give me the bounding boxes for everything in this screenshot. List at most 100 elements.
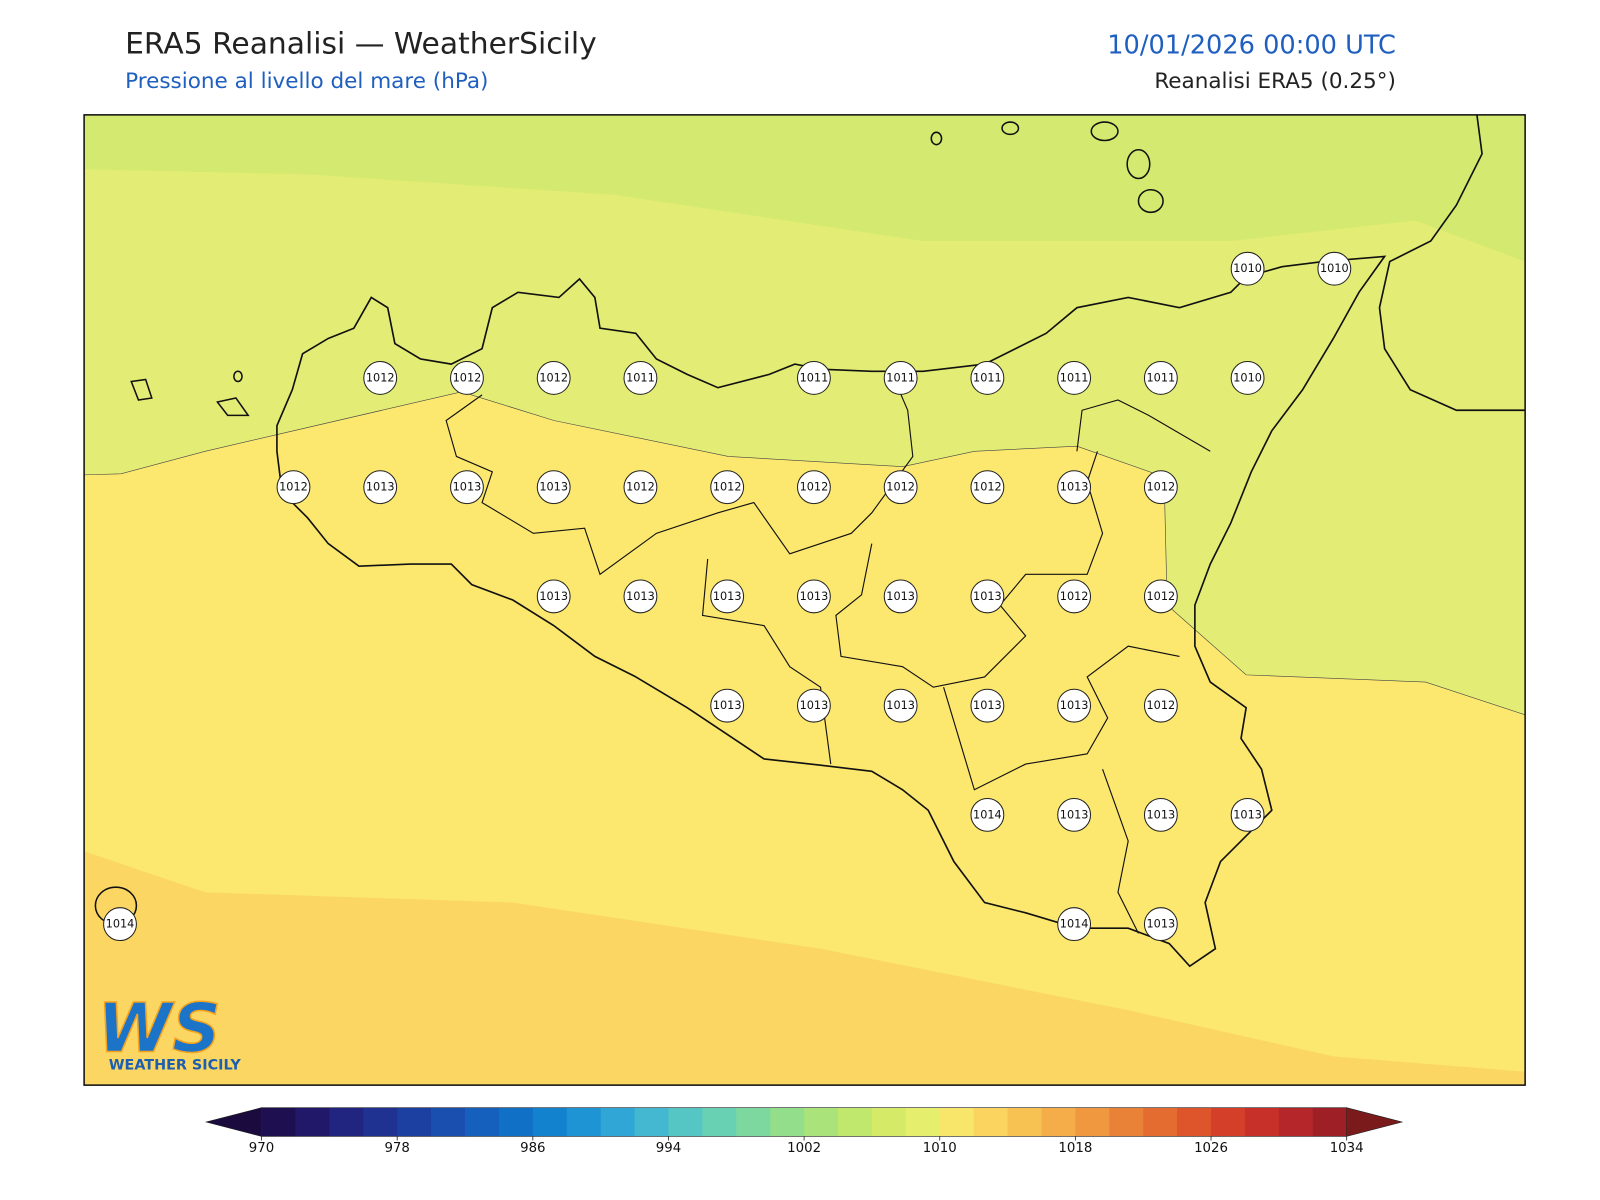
colorbar-tick-label: 978: [384, 1141, 409, 1156]
pressure-label: 1012: [886, 481, 915, 494]
label-marker: [970, 579, 1005, 614]
label-marker: [796, 688, 831, 723]
pressure-label: 1011: [1147, 371, 1176, 384]
colorbar-segment: [1109, 1107, 1144, 1137]
colorbar-segment: [1007, 1107, 1042, 1137]
pressure-label: 1012: [973, 481, 1002, 494]
label-marker: [1057, 688, 1092, 723]
colorbar-segment: [532, 1107, 568, 1137]
label-marker: [1317, 251, 1352, 286]
colorbar-segment: [566, 1107, 602, 1137]
colorbar-segment: [397, 1107, 432, 1137]
label-marker: [1057, 579, 1092, 614]
label-marker: [1143, 907, 1178, 942]
pressure-label: 1012: [713, 481, 742, 494]
colorbar-tick-label: 1034: [1330, 1141, 1364, 1156]
pressure-label: 1011: [886, 371, 915, 384]
colorbar-segment: [804, 1107, 839, 1137]
pressure-label: 1012: [539, 371, 568, 384]
colorbar-segment: [838, 1107, 873, 1137]
colorbar-segment: [261, 1107, 296, 1137]
label-marker: [710, 579, 745, 614]
coastline: [1378, 114, 1526, 412]
colorbar-segment: [770, 1107, 805, 1137]
label-marker: [883, 470, 918, 505]
pressure-label: 1014: [1060, 918, 1089, 931]
pressure-label: 1011: [973, 371, 1002, 384]
colorbar-segment: [1244, 1107, 1280, 1137]
colorbar-segment: [329, 1107, 364, 1137]
label-marker: [1230, 251, 1265, 286]
islands: [94, 121, 1164, 925]
pressure-label: 1013: [1060, 481, 1089, 494]
pressure-labels: 1010 1010 1012 1012 1012 1011 1011 1011 1011 1011…: [103, 251, 1352, 942]
pressure-label: 1013: [1147, 808, 1176, 821]
pressure-label: 1012: [1147, 590, 1176, 603]
pressure-label: 1011: [800, 371, 829, 384]
label-marker: [1143, 470, 1178, 505]
colorbar-segment: [1312, 1107, 1348, 1137]
pressure-label: 1013: [453, 481, 482, 494]
colorbar-segment: [498, 1107, 534, 1137]
pressure-label: 1010: [1320, 262, 1349, 275]
colorbar-segment: [905, 1107, 941, 1137]
label-marker: [970, 361, 1005, 395]
colorbar-segment: [363, 1107, 398, 1137]
pressure-label: 1013: [1147, 918, 1176, 931]
label-marker: [536, 579, 571, 614]
label-marker: [363, 361, 398, 395]
pressure-label: 1013: [886, 590, 915, 603]
label-marker: [710, 470, 745, 505]
label-marker: [1057, 797, 1092, 832]
label-marker: [1143, 688, 1178, 723]
label-marker: [450, 470, 484, 505]
colorbar-tick-label: 986: [520, 1141, 545, 1156]
province-boundary: [445, 374, 1211, 934]
pressure-label: 1013: [539, 590, 568, 603]
map-frame: [83, 114, 1526, 1086]
pressure-label: 1011: [626, 371, 655, 384]
label-marker: [796, 361, 831, 395]
label-marker: [450, 361, 484, 395]
colorbar-segment: [736, 1107, 771, 1137]
pressure-label: 1013: [713, 590, 742, 603]
pressure-label: 1011: [1060, 371, 1089, 384]
colorbar: 970 978 986 994 1002 1010 1018 1026 1034: [204, 1107, 1404, 1156]
colorbar-segment: [973, 1107, 1009, 1137]
label-marker: [536, 470, 571, 505]
label-marker: [1057, 361, 1092, 395]
pressure-label: 1013: [539, 481, 568, 494]
pressure-label: 1012: [1060, 590, 1089, 603]
colorbar-segment: [600, 1107, 636, 1137]
label-marker: [1143, 579, 1178, 614]
label-marker: [103, 907, 137, 942]
label-marker: [796, 470, 831, 505]
pressure-label: 1012: [279, 481, 308, 494]
pressure-label: 1013: [800, 590, 829, 603]
colorbar-segment: [1211, 1107, 1246, 1137]
map-subtitle: Pressione al livello del mare (hPa): [125, 69, 488, 94]
colorbar-segment: [1177, 1107, 1212, 1137]
colorbar-tick-label: 1026: [1194, 1141, 1228, 1156]
label-marker: [536, 361, 571, 395]
colorbar-segment: [871, 1107, 907, 1137]
pressure-label: 1013: [1060, 808, 1089, 821]
colorbar-segment: [431, 1107, 466, 1137]
pressure-label: 1013: [1233, 808, 1262, 821]
label-marker: [970, 688, 1005, 723]
label-marker: [623, 361, 658, 395]
pressure-label: 1012: [1147, 481, 1176, 494]
label-marker: [1230, 797, 1265, 832]
pressure-label: 1013: [973, 590, 1002, 603]
label-marker: [1143, 361, 1178, 395]
label-marker: [883, 688, 918, 723]
pressure-label: 1013: [973, 699, 1002, 712]
label-marker: [883, 579, 918, 614]
pressure-label: 1013: [626, 590, 655, 603]
colorbar-segment: [465, 1107, 500, 1137]
colorbar-segment: [1041, 1107, 1076, 1137]
coastline: [276, 255, 1387, 968]
label-marker: [970, 470, 1005, 505]
label-marker: [1057, 907, 1092, 942]
colorbar-tick-label: 1018: [1058, 1141, 1092, 1156]
